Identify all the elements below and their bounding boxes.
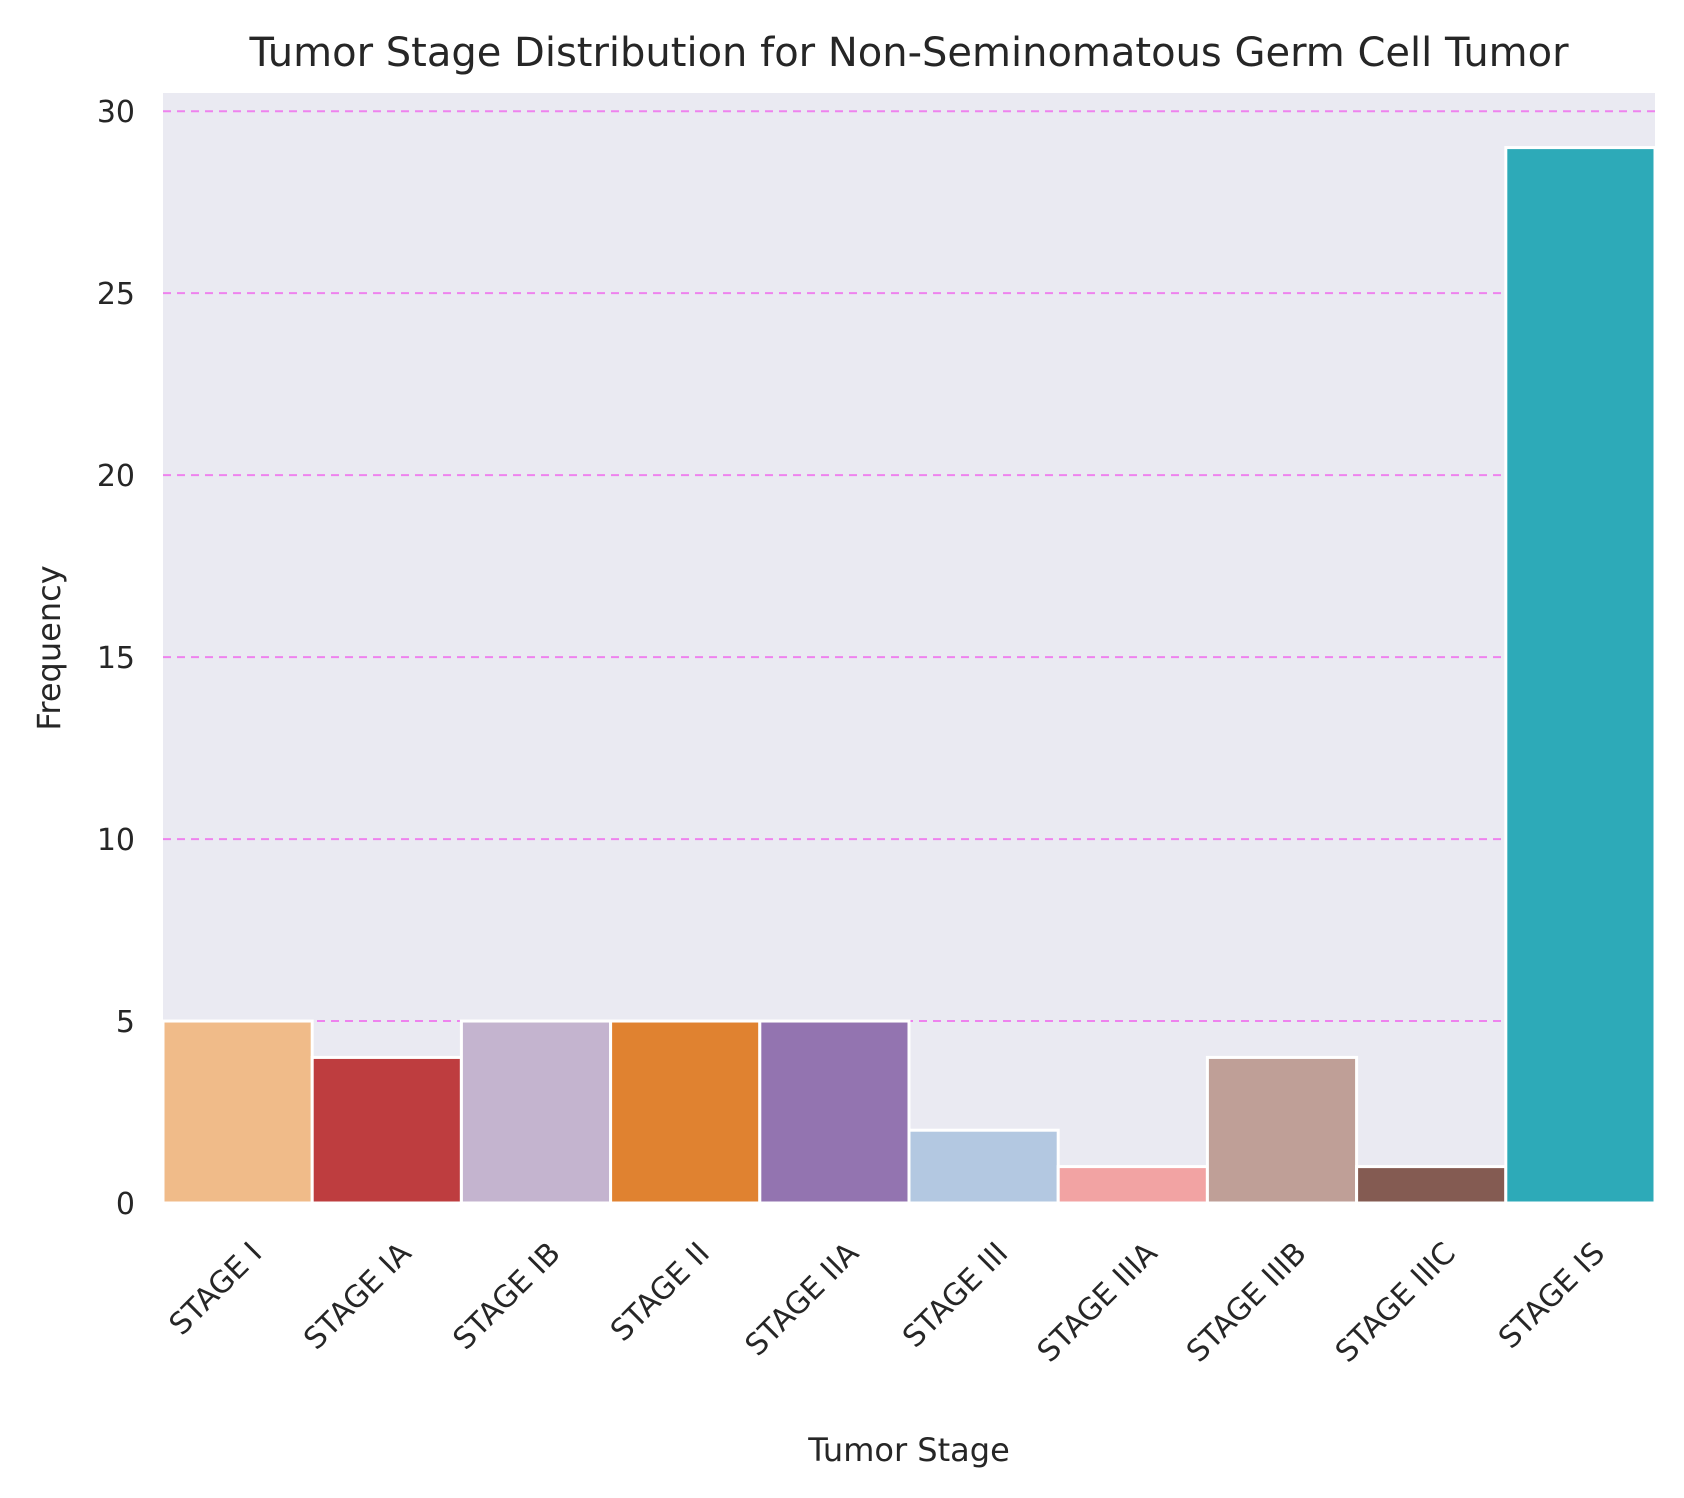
- x-tick-label: STAGE II: [604, 1236, 717, 1349]
- bar: [1355, 1165, 1508, 1205]
- bar: [459, 1019, 613, 1205]
- x-tick-label: STAGE IIIC: [1329, 1236, 1463, 1370]
- bar: [1504, 146, 1657, 1205]
- x-tick-label: STAGE IA: [297, 1235, 418, 1356]
- chart-title: Tumor Stage Distribution for Non-Seminom…: [248, 30, 1569, 76]
- y-tick-label: 5: [116, 1005, 135, 1040]
- bar: [161, 1019, 314, 1205]
- y-tick-label: 0: [116, 1187, 135, 1222]
- y-tick-labels: 0 5 10 15 20 25 30: [97, 95, 135, 1222]
- plot-background: [163, 93, 1655, 1203]
- x-tick-labels: STAGE I STAGE IA STAGE IB STAGE II STAGE IIA…: [163, 1235, 1612, 1369]
- x-tick-label: STAGE IIIA: [1031, 1235, 1165, 1369]
- y-tick-label: 10: [97, 823, 135, 858]
- y-tick-label: 20: [97, 459, 135, 494]
- x-tick-label: STAGE I: [163, 1236, 270, 1343]
- bar: [1056, 1165, 1209, 1205]
- y-axis-label: Frequency: [30, 565, 68, 730]
- y-tick-label: 25: [97, 277, 135, 312]
- x-tick-label: STAGE IIIB: [1180, 1236, 1314, 1370]
- bar: [907, 1128, 1060, 1205]
- bar: [310, 1055, 463, 1205]
- bar: [609, 1019, 762, 1205]
- bar: [758, 1019, 911, 1205]
- x-tick-label: STAGE IS: [1492, 1236, 1612, 1356]
- y-tick-label: 15: [97, 641, 135, 676]
- x-tick-label: STAGE IB: [447, 1236, 568, 1357]
- bar: [1205, 1055, 1359, 1205]
- bars: [161, 146, 1657, 1205]
- y-tick-label: 30: [97, 95, 135, 130]
- x-tick-label: STAGE III: [896, 1236, 1015, 1355]
- x-tick-label: STAGE IIA: [739, 1235, 867, 1363]
- x-axis-label: Tumor Stage: [807, 1431, 1010, 1469]
